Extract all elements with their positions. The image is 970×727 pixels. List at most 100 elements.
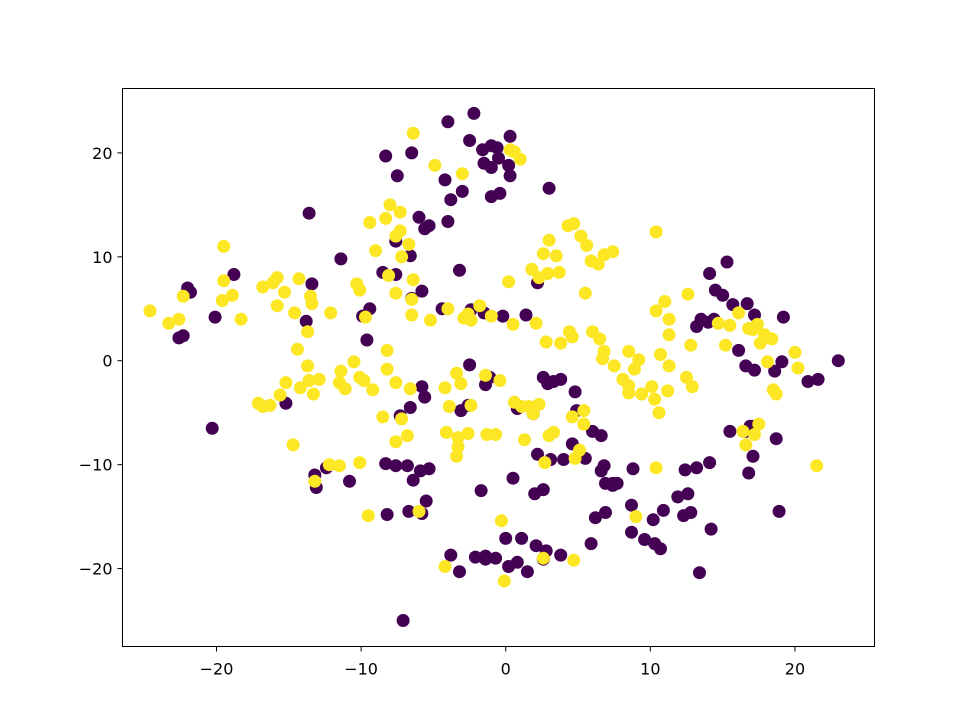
- scatter-point: [506, 471, 520, 485]
- scatter-point: [684, 338, 698, 352]
- scatter-point: [532, 397, 546, 411]
- scatter-point: [389, 459, 403, 473]
- x-tick-label: 20: [785, 660, 805, 679]
- scatter-point: [577, 417, 591, 431]
- scatter-point: [428, 158, 442, 172]
- scatter-point: [753, 336, 767, 350]
- scatter-point: [205, 421, 219, 435]
- scatter-point: [395, 250, 409, 264]
- scatter-point: [463, 134, 477, 147]
- scatter-point: [742, 466, 756, 480]
- x-tick-label: −10: [344, 660, 378, 679]
- scatter-point: [334, 252, 348, 266]
- scatter-point: [332, 459, 346, 473]
- scatter-point: [278, 285, 291, 299]
- scatter-point: [732, 306, 746, 320]
- scatter-point: [451, 431, 465, 445]
- scatter-point: [577, 404, 591, 418]
- scatter-point: [293, 381, 307, 395]
- scatter-point: [594, 464, 608, 478]
- scatter-point: [383, 198, 397, 212]
- scatter-point: [363, 216, 377, 229]
- scatter-point: [400, 429, 414, 443]
- scatter-point: [402, 237, 416, 251]
- scatter-point: [810, 459, 824, 473]
- scatter-point: [403, 382, 417, 396]
- scatter-point: [594, 429, 608, 443]
- scatter-point: [769, 387, 783, 401]
- scatter-point: [638, 533, 652, 546]
- scatter-point: [801, 375, 815, 388]
- scatter-point: [515, 531, 529, 545]
- scatter-point: [746, 449, 760, 463]
- scatter-point: [453, 565, 466, 579]
- scatter-point: [389, 435, 403, 449]
- scatter-point: [273, 388, 287, 402]
- scatter-point: [671, 490, 685, 504]
- scatter-point: [305, 277, 319, 291]
- scatter-point: [578, 286, 592, 300]
- scatter-point: [418, 390, 432, 404]
- scatter-point: [752, 417, 766, 431]
- scatter-point: [176, 329, 190, 343]
- scatter-point: [497, 574, 511, 588]
- scatter-point: [225, 288, 239, 302]
- scatter-point: [542, 429, 556, 443]
- scatter-point: [468, 550, 482, 564]
- scatter-point: [732, 343, 746, 357]
- scatter-point: [557, 453, 571, 466]
- scatter-point: [538, 456, 552, 470]
- scatter-point: [625, 498, 638, 512]
- scatter-point: [464, 398, 478, 412]
- scatter-point: [489, 551, 503, 565]
- scatter-point: [693, 566, 706, 580]
- scatter-point: [740, 297, 754, 311]
- plot-frame: [122, 88, 875, 647]
- scatter-point: [442, 400, 456, 413]
- scatter-point: [645, 380, 659, 394]
- scatter-point: [791, 361, 805, 375]
- scatter-point: [494, 514, 508, 528]
- scatter-point: [831, 354, 845, 368]
- scatter-point: [234, 312, 248, 326]
- scatter-point: [529, 539, 543, 553]
- scatter-point: [389, 229, 403, 243]
- scatter-point: [723, 318, 737, 332]
- scatter-point: [648, 392, 662, 406]
- scatter-point: [415, 284, 429, 298]
- scatter-point: [227, 268, 241, 281]
- scatter-point: [490, 141, 504, 155]
- scatter-point: [359, 310, 372, 324]
- scatter-point: [380, 343, 394, 357]
- scatter-point: [584, 254, 598, 268]
- scatter-point: [419, 494, 433, 508]
- scatter-point: [441, 215, 455, 228]
- scatter-point: [357, 374, 371, 387]
- scatter-point: [685, 380, 699, 394]
- scatter-point: [597, 248, 611, 262]
- scatter-point: [627, 362, 641, 376]
- scatter-point: [502, 158, 516, 172]
- scatter-point: [552, 265, 566, 279]
- scatter-point: [379, 149, 393, 163]
- scatter-point: [542, 233, 556, 247]
- scatter-point: [503, 129, 517, 143]
- y-tick-label: 0: [102, 352, 112, 371]
- scatter-point: [519, 308, 533, 322]
- scatter-point: [361, 509, 375, 523]
- scatter-point: [656, 503, 670, 517]
- scatter-point: [306, 387, 320, 401]
- scatter-point: [438, 560, 452, 573]
- scatter-point: [288, 306, 302, 320]
- scatter-point: [343, 474, 356, 488]
- x-tick-label: −20: [200, 660, 234, 679]
- scatter-point: [308, 474, 322, 488]
- scatter-point: [568, 385, 582, 399]
- scatter-point: [301, 359, 315, 373]
- scatter-point: [680, 370, 693, 384]
- scatter-point: [649, 304, 663, 318]
- scatter-point: [380, 362, 394, 376]
- scatter-point: [405, 308, 419, 322]
- scatter-point: [412, 504, 426, 518]
